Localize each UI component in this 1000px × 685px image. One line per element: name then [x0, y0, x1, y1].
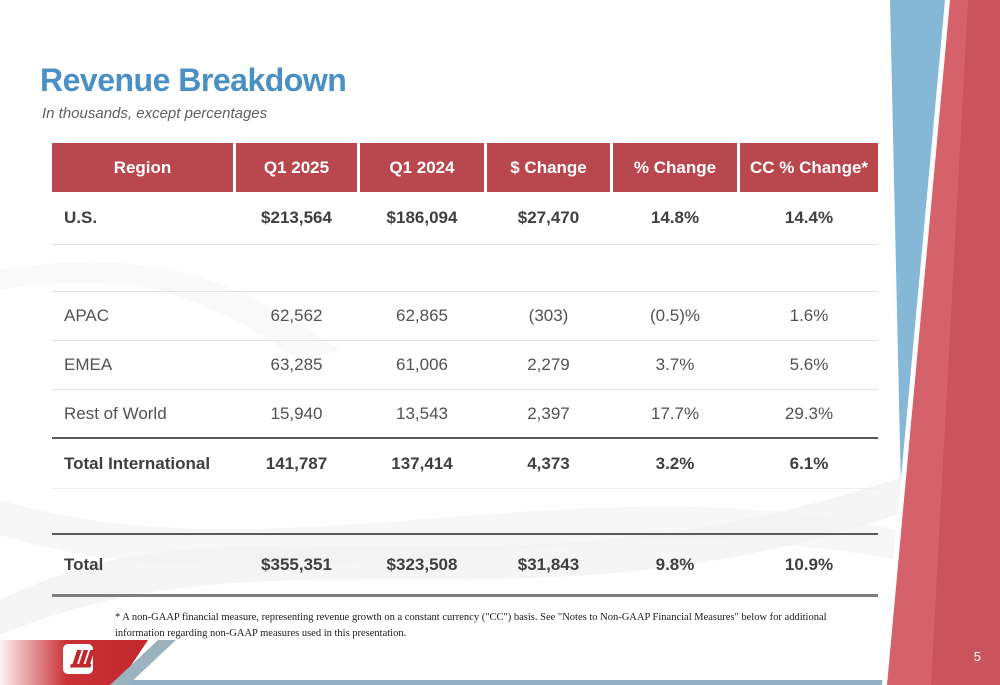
cell-q1-2024: $186,094: [386, 208, 458, 227]
table-row-emea: EMEA 63,285 61,006 2,279 3.7% 5.6%: [52, 341, 878, 390]
cell-cc-pct-change: [740, 489, 878, 533]
cell-pct-change: 9.8%: [655, 554, 695, 574]
wedge-gap: [882, 0, 950, 685]
cell-region: U.S.: [64, 208, 98, 227]
cell-q1-2024: 61,006: [396, 355, 448, 374]
cell-cc-pct-change: 1.6%: [789, 306, 829, 325]
company-logo-icon: [0, 640, 176, 685]
red-wedge-dark: [931, 0, 1000, 685]
cell-pct-change: [613, 489, 737, 533]
cell-pct-change: 3.2%: [655, 453, 695, 473]
cell-q1-2025: [236, 245, 357, 291]
cell-q1-2024: 137,414: [391, 453, 453, 473]
column-header-q1-2025: Q1 2025: [236, 143, 357, 192]
table-row-apac: APAC 62,562 62,865 (303) (0.5)% 1.6%: [52, 292, 878, 341]
column-header-region: Region: [52, 143, 233, 192]
cell-q1-2024: $323,508: [386, 554, 458, 574]
cell-cc-pct-change: 29.3%: [784, 403, 834, 423]
column-header-dollar-change: $ Change: [487, 143, 610, 192]
cell-region: [52, 245, 233, 291]
column-header-q1-2024: Q1 2024: [360, 143, 484, 192]
cell-dollar-change: (303): [528, 306, 569, 325]
table-row-us: U.S. $213,564 $186,094 $27,470 14.8% 14.…: [52, 192, 878, 245]
column-header-cc-pct-change: CC % Change*: [740, 143, 878, 192]
cell-cc-pct-change: 10.9%: [784, 554, 834, 574]
cell-pct-change: 3.7%: [655, 355, 695, 374]
cell-region: APAC: [64, 306, 110, 325]
cell-q1-2025: 63,285: [270, 355, 323, 374]
table-row-spacer: [52, 245, 878, 292]
cell-region: [52, 489, 233, 533]
logo-badge: [63, 644, 93, 674]
cell-q1-2024: 13,543: [396, 403, 448, 423]
bottom-bar: [0, 680, 1000, 685]
cell-pct-change: (0.5)%: [649, 306, 701, 325]
cell-q1-2025: $355,351: [261, 554, 332, 574]
cell-cc-pct-change: [740, 245, 878, 291]
cell-region: Total: [64, 554, 104, 574]
column-header-pct-change: % Change: [613, 143, 737, 192]
cell-q1-2025: 62,562: [270, 306, 323, 325]
cell-q1-2024: [360, 489, 484, 533]
revenue-table: Region Q1 2025 Q1 2024 $ Change % Change…: [52, 143, 878, 597]
table-row-spacer: [52, 489, 878, 535]
cell-dollar-change: 2,279: [527, 355, 570, 374]
slide-subtitle: In thousands, except percentages: [42, 105, 268, 122]
table-row-rest-of-world: Rest of World 15,940 13,543 2,397 17.7% …: [52, 390, 878, 439]
cell-dollar-change: $27,470: [517, 208, 580, 227]
table-row-total-international: Total International 141,787 137,414 4,37…: [52, 439, 878, 489]
cell-pct-change: 17.7%: [650, 403, 700, 423]
cell-q1-2025: 141,787: [265, 453, 328, 473]
cell-region: EMEA: [64, 355, 113, 374]
logo-mark: [69, 650, 95, 668]
cell-pct-change: [613, 245, 737, 291]
cell-cc-pct-change: 6.1%: [789, 453, 829, 473]
cell-q1-2024: [360, 245, 484, 291]
cell-q1-2025: [236, 489, 357, 533]
cell-q1-2025: 15,940: [270, 403, 323, 423]
cell-pct-change: 14.8%: [650, 208, 700, 227]
slide-title: Revenue Breakdown: [40, 62, 347, 98]
cell-dollar-change: 2,397: [527, 403, 570, 423]
footnote: * A non-GAAP financial measure, represen…: [115, 612, 827, 639]
cell-dollar-change: 4,373: [527, 453, 570, 473]
cell-region: Total International: [64, 453, 211, 473]
logo-red-flag: [0, 640, 148, 685]
logo-stripe: [110, 640, 176, 685]
cell-q1-2024: 62,865: [396, 306, 448, 325]
blue-wedge: [890, 0, 945, 580]
cell-q1-2025: $213,564: [261, 208, 332, 227]
table-header-row: Region Q1 2025 Q1 2024 $ Change % Change…: [52, 143, 878, 192]
page-number: 5: [973, 649, 981, 664]
cell-cc-pct-change: 5.6%: [789, 355, 829, 374]
cell-dollar-change: [487, 489, 610, 533]
cell-region: Rest of World: [64, 403, 167, 423]
cell-cc-pct-change: 14.4%: [784, 208, 834, 227]
cell-dollar-change: [487, 245, 610, 291]
cell-dollar-change: $31,843: [517, 554, 580, 574]
table-row-total: Total $355,351 $323,508 $31,843 9.8% 10.…: [52, 535, 878, 597]
red-wedge: [887, 0, 1000, 685]
